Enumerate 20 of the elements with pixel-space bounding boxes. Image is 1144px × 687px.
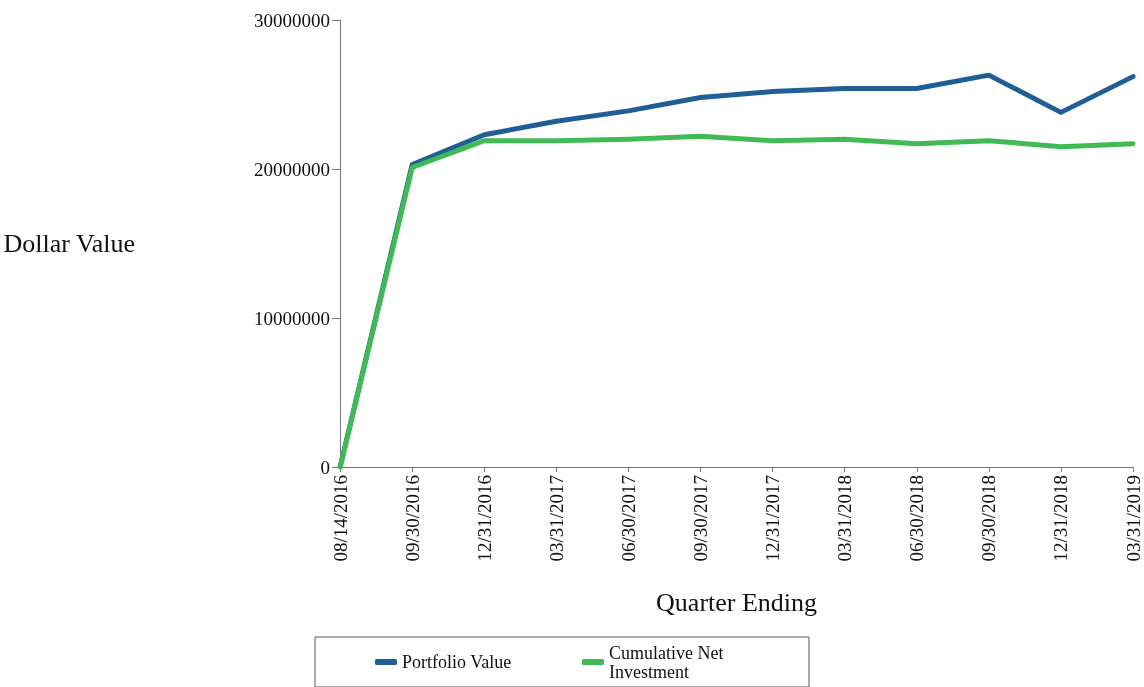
y-tick-label: 10000000 bbox=[254, 307, 331, 329]
x-tick-label: 09/30/2016 bbox=[401, 475, 423, 562]
x-axis-title: Quarter Ending bbox=[656, 587, 818, 617]
x-tick-label: 03/31/2017 bbox=[545, 475, 567, 562]
x-tick-label: 09/30/2018 bbox=[978, 475, 1000, 562]
x-tick-label: 06/30/2017 bbox=[617, 475, 639, 562]
x-tick-label: 03/31/2018 bbox=[834, 475, 856, 562]
y-axis-title: Dollar Value bbox=[3, 229, 136, 258]
y-tick-label: 30000000 bbox=[254, 9, 331, 31]
y-tick-label: 20000000 bbox=[254, 158, 331, 180]
x-tick-label: 03/31/2019 bbox=[1122, 475, 1144, 562]
legend-label: Cumulative Net Investment bbox=[609, 642, 728, 682]
x-tick-label: 08/14/2016 bbox=[329, 475, 351, 562]
x-tick-label: 12/31/2018 bbox=[1050, 475, 1072, 562]
y-tick-label: 0 bbox=[320, 456, 331, 478]
x-tick-label: 06/30/2018 bbox=[906, 475, 928, 562]
x-tick-label: 09/30/2017 bbox=[690, 475, 712, 562]
x-tick-label: 12/31/2016 bbox=[473, 475, 495, 562]
legend-label: Portfolio Value bbox=[402, 652, 512, 672]
x-tick-label: 12/31/2017 bbox=[762, 475, 784, 562]
